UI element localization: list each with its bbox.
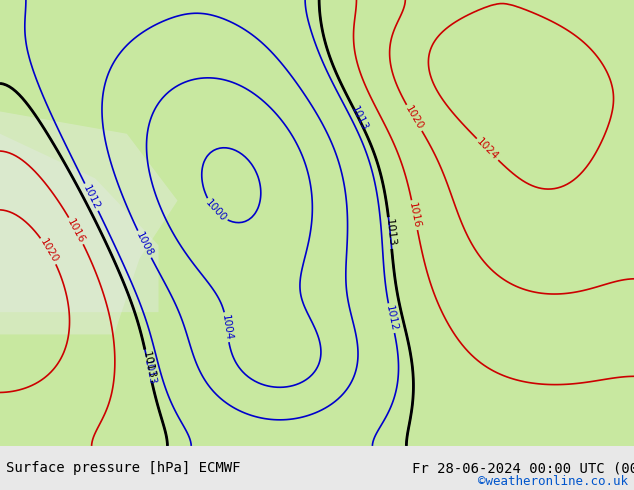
Text: 1000: 1000	[204, 197, 228, 223]
Text: 1008: 1008	[134, 230, 155, 258]
Text: 1013: 1013	[384, 219, 397, 247]
Text: Surface pressure [hPa] ECMWF: Surface pressure [hPa] ECMWF	[6, 462, 241, 475]
Text: 1012: 1012	[384, 304, 399, 332]
Text: Fr 28-06-2024 00:00 UTC (00+168): Fr 28-06-2024 00:00 UTC (00+168)	[412, 462, 634, 475]
Text: 1020: 1020	[38, 237, 60, 265]
Text: 1013: 1013	[349, 105, 369, 133]
Text: 1020: 1020	[403, 104, 425, 132]
Polygon shape	[0, 134, 158, 312]
Polygon shape	[0, 112, 178, 334]
Text: 1013: 1013	[140, 350, 156, 380]
Text: ©weatheronline.co.uk: ©weatheronline.co.uk	[477, 475, 628, 488]
Text: 1016: 1016	[407, 201, 422, 229]
Text: 1004: 1004	[220, 314, 234, 341]
Text: 1024: 1024	[475, 137, 500, 162]
Text: 1013: 1013	[142, 358, 157, 386]
Text: 1016: 1016	[65, 217, 87, 245]
Text: 1012: 1012	[81, 183, 102, 211]
